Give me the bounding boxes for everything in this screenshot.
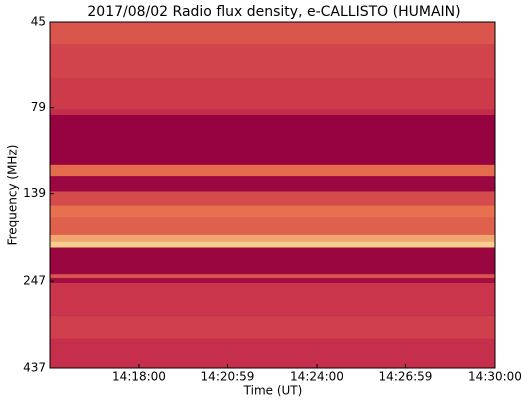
y-tick-label: 139	[23, 186, 46, 200]
spectrogram-band	[50, 241, 495, 248]
y-tick-label: 247	[23, 274, 46, 288]
spectrogram-band	[50, 44, 495, 78]
y-tick-label: 79	[31, 100, 46, 114]
spectrogram-band	[50, 22, 495, 45]
chart-title: 2017/08/02 Radio flux density, e-CALLIST…	[87, 4, 460, 20]
x-tick-label: 14:18:00	[112, 370, 166, 384]
spectrogram-band	[50, 77, 495, 110]
y-tick-label: 45	[31, 15, 46, 29]
x-tick-label: 14:30:00	[468, 370, 522, 384]
x-tick-label: 14:26:59	[379, 370, 433, 384]
spectrogram-band	[50, 176, 495, 192]
spectrogram-band	[50, 115, 495, 165]
spectrogram-band	[50, 109, 495, 116]
spectrogram-band	[50, 315, 495, 339]
y-tick-label: 437	[23, 361, 46, 375]
x-tick-label: 14:24:00	[290, 370, 344, 384]
spectrogram-band	[50, 217, 495, 235]
spectrogram-band	[50, 164, 495, 177]
spectrogram-band	[50, 282, 495, 316]
spectrogram-band	[50, 247, 495, 275]
spectrogram-band	[50, 274, 495, 279]
spectrogram-band	[50, 278, 495, 283]
x-tick-label: 14:20:59	[201, 370, 255, 384]
plot-frame	[49, 21, 496, 369]
y-axis-label: Frequency (MHz)	[6, 145, 20, 246]
x-axis-label: Time (UT)	[243, 384, 303, 398]
spectrogram-band	[50, 338, 495, 368]
spectrogram-band	[50, 191, 495, 206]
spectrogram-band	[50, 205, 495, 218]
spectrogram-band	[50, 234, 495, 242]
